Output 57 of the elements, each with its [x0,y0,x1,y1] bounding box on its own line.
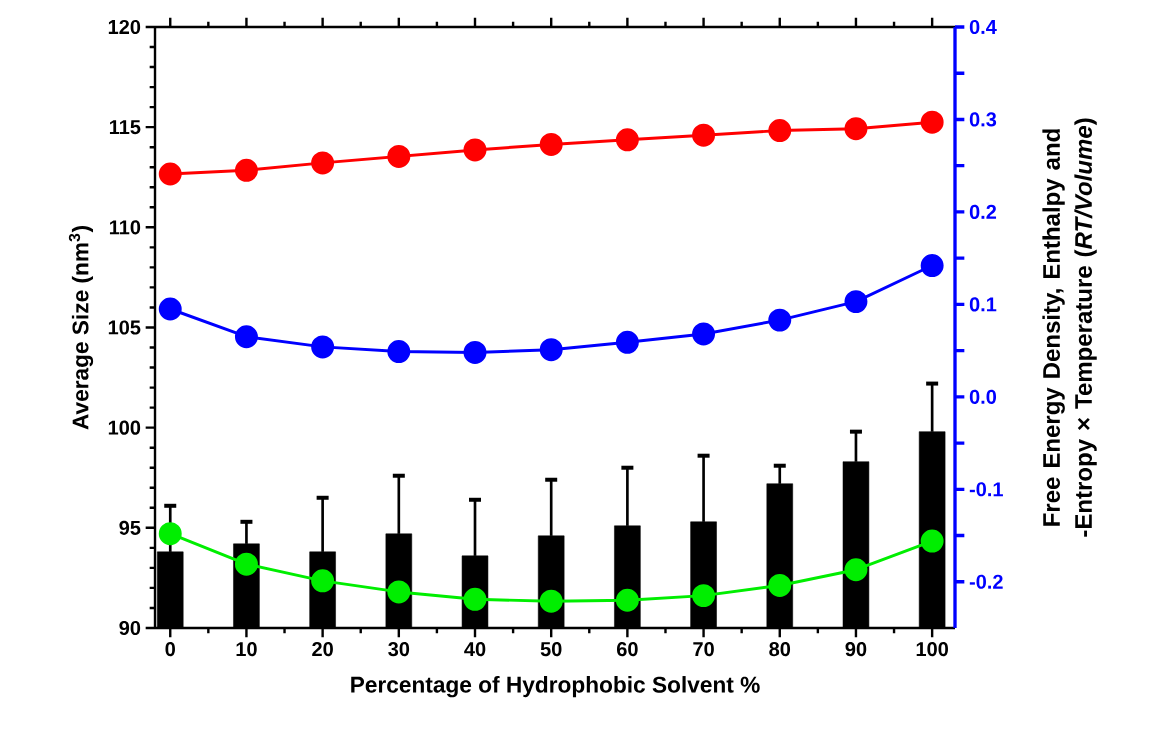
point [234,158,258,182]
x-tick-label: 90 [845,642,867,657]
point [615,588,639,612]
point [768,119,792,143]
y2-tick-label: -0.2 [969,574,1003,589]
y2-tick-label: 0.1 [969,297,997,312]
point [539,338,563,362]
x-tick-label: 80 [769,642,791,657]
point [768,308,792,332]
point [920,254,944,278]
x-tick-label: 70 [693,642,714,657]
y-tick-label: 95 [119,520,141,535]
point [844,117,868,141]
y-tick-label: 110 [109,220,141,235]
x-tick-label: 40 [464,642,486,657]
y2-tick-label: 0.4 [969,19,997,35]
point [158,297,182,321]
point [768,573,792,597]
point [158,522,182,546]
y2-tick-label: 0.2 [969,204,997,219]
point [463,138,487,162]
x-tick-label: 60 [616,642,638,657]
x-tick-label: 30 [388,642,410,657]
y-tick-label: 90 [119,620,141,636]
y2-tick-label: 0.0 [969,389,997,404]
point [920,529,944,553]
point [615,330,639,354]
point [311,151,335,175]
y-tick-label: 105 [108,320,141,335]
point [844,290,868,314]
point [311,335,335,359]
point [920,110,944,134]
point [158,162,182,186]
y-axis-title: Average Size (nm$^{3}$) [68,226,94,430]
point [692,322,716,346]
point [539,132,563,156]
x-axis-title: Percentage of Hydrophobic Solvent % [351,676,760,698]
x-tick-label: 100 [916,642,948,657]
x-tick-label: 10 [236,642,257,657]
point [387,340,411,363]
point [692,584,716,608]
x-tick-label: 0 [165,642,175,657]
point [234,552,258,576]
point [234,325,258,349]
point [692,123,716,147]
point [539,589,563,613]
point [615,128,639,152]
point [387,144,411,168]
x-tick-label: 50 [540,642,562,657]
point [844,558,868,582]
x-tick-label: 20 [312,642,333,657]
y2-tick-label: -0.1 [969,482,1003,497]
y-tick-label: 100 [108,420,141,435]
y-tick-label: 115 [109,120,141,135]
y-tick-label: 120 [108,19,141,35]
point [463,340,487,364]
y2-tick-label: 0.3 [969,112,997,127]
